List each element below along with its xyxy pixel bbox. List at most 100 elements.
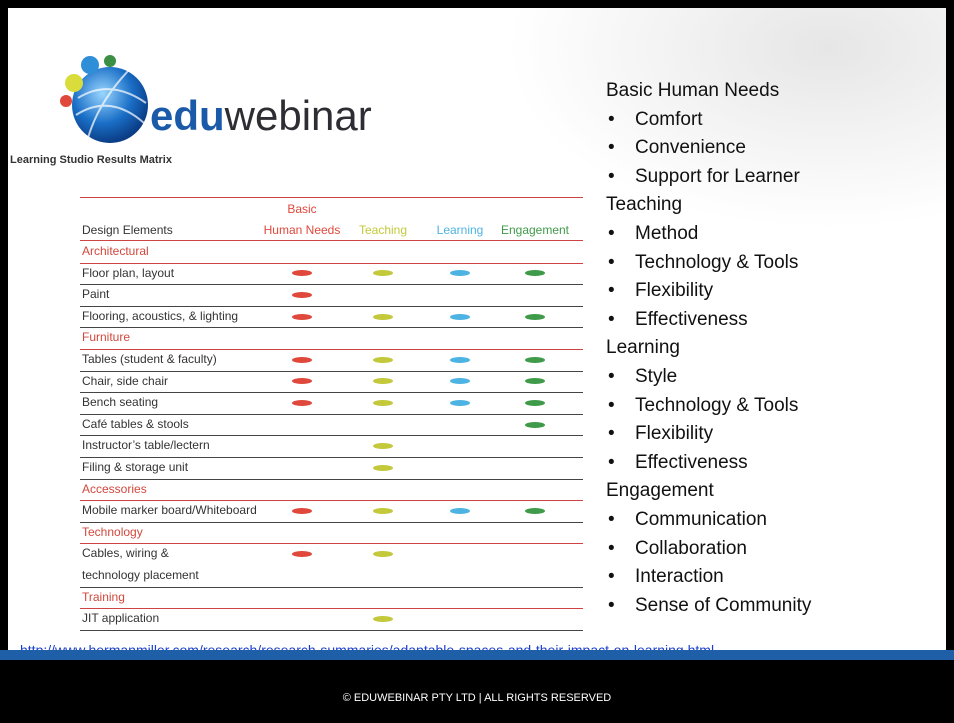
dot <box>373 616 393 622</box>
dot <box>525 356 545 363</box>
need-heading: Teaching <box>606 194 683 216</box>
logo-text: eduwebinar <box>150 92 372 140</box>
row-label: Instructor’s table/lectern <box>82 438 210 453</box>
footer-band: © EDUWEBINAR PTY LTD | ALL RIGHTS RESERV… <box>0 650 954 723</box>
dot <box>292 378 312 385</box>
row-label: Filing & storage unit <box>82 460 189 474</box>
dot <box>292 270 312 277</box>
dot <box>450 508 470 514</box>
bullet: • <box>608 537 615 559</box>
row-rule <box>80 413 583 415</box>
row-rule <box>80 370 583 372</box>
bullet: • <box>608 108 615 130</box>
bullet: • <box>608 308 615 330</box>
logo-globe <box>60 55 148 143</box>
dot <box>373 464 393 471</box>
bullet: • <box>608 251 615 273</box>
column-header: Learning <box>436 223 484 237</box>
need-item: Convenience <box>635 137 746 159</box>
need-item: Collaboration <box>635 537 747 559</box>
dot <box>525 508 545 514</box>
bullet: • <box>608 223 615 244</box>
row-label: technology placement <box>82 568 199 582</box>
subtitle: Learning Studio Results Matrix <box>10 154 172 166</box>
need-heading: Learning <box>606 337 680 359</box>
row-rule <box>80 521 583 523</box>
row-label: Flooring, acoustics, & lighting <box>82 308 239 323</box>
bullet: • <box>608 366 615 387</box>
dot <box>525 421 545 428</box>
need-item: Communication <box>635 509 767 530</box>
dot <box>525 400 545 406</box>
row-label: Mobile marker board/Whiteboard <box>82 503 257 518</box>
section-label: Accessories <box>82 481 147 496</box>
need-item: Comfort <box>635 108 703 130</box>
section-label: Training <box>82 589 125 604</box>
dot <box>373 400 393 406</box>
dot <box>373 551 393 558</box>
bullet: • <box>608 280 615 302</box>
dot <box>450 313 470 320</box>
dot <box>525 270 545 277</box>
dot <box>450 270 470 277</box>
bullet: • <box>608 566 615 588</box>
row-rule <box>80 392 583 394</box>
need-item: Interaction <box>635 566 724 588</box>
column-header: Human Needs <box>263 223 341 237</box>
need-item: Method <box>635 223 699 244</box>
need-item: Technology & Tools <box>635 251 799 273</box>
slide: eduwebinar Learning Studio Results Matri… <box>8 8 946 650</box>
rule <box>80 240 583 241</box>
dot <box>292 508 312 514</box>
bullet: • <box>608 509 615 530</box>
need-item: Flexibility <box>635 423 714 445</box>
dot <box>373 378 393 385</box>
row-label: Café tables & stools <box>82 416 189 431</box>
row-rule <box>80 327 583 329</box>
dot <box>292 551 312 558</box>
row-rule <box>80 478 583 480</box>
row-rule <box>80 457 583 458</box>
column-header: Basic <box>287 202 317 216</box>
column-header: Teaching <box>358 223 408 237</box>
dot <box>373 508 393 514</box>
row-label: JIT application <box>82 611 160 626</box>
need-item: Technology & Tools <box>635 394 799 416</box>
row-label: Paint <box>82 287 110 302</box>
dot <box>373 313 393 320</box>
row-rule <box>80 435 583 437</box>
logo-prefix: edu <box>150 92 225 139</box>
dot <box>373 356 393 363</box>
column-header: Engagement <box>500 223 570 237</box>
dot <box>292 400 312 406</box>
section-label: Technology <box>82 524 143 539</box>
section-label: Furniture <box>82 330 131 345</box>
row-rule <box>80 262 583 264</box>
row-rule <box>80 586 583 588</box>
dot <box>450 356 470 363</box>
row-label: Floor plan, layout <box>82 265 175 280</box>
need-item: Effectiveness <box>635 308 748 330</box>
bullet: • <box>608 394 615 416</box>
row-label: Cables, wiring & <box>82 546 169 561</box>
bullet: • <box>608 423 615 445</box>
need-item: Support for Learner <box>635 165 800 187</box>
need-heading: Basic Human Needs <box>606 80 780 101</box>
bullet: • <box>608 137 615 159</box>
row-rule <box>80 608 583 610</box>
dot <box>450 400 470 406</box>
logo-suffix: webinar <box>224 92 372 139</box>
dot <box>373 443 393 450</box>
bullet: • <box>608 594 615 616</box>
need-item: Style <box>635 366 678 387</box>
row-rule <box>80 500 583 502</box>
dot <box>525 313 545 320</box>
row-label: Bench seating <box>82 395 159 410</box>
dot <box>373 270 393 277</box>
source-link[interactable]: http://www.hermanmiller.com/research/res… <box>20 642 715 650</box>
need-item: Flexibility <box>635 280 714 302</box>
row-label: Chair, side chair <box>82 373 169 388</box>
need-heading: Engagement <box>606 480 714 502</box>
column-header: Design Elements <box>82 223 173 237</box>
